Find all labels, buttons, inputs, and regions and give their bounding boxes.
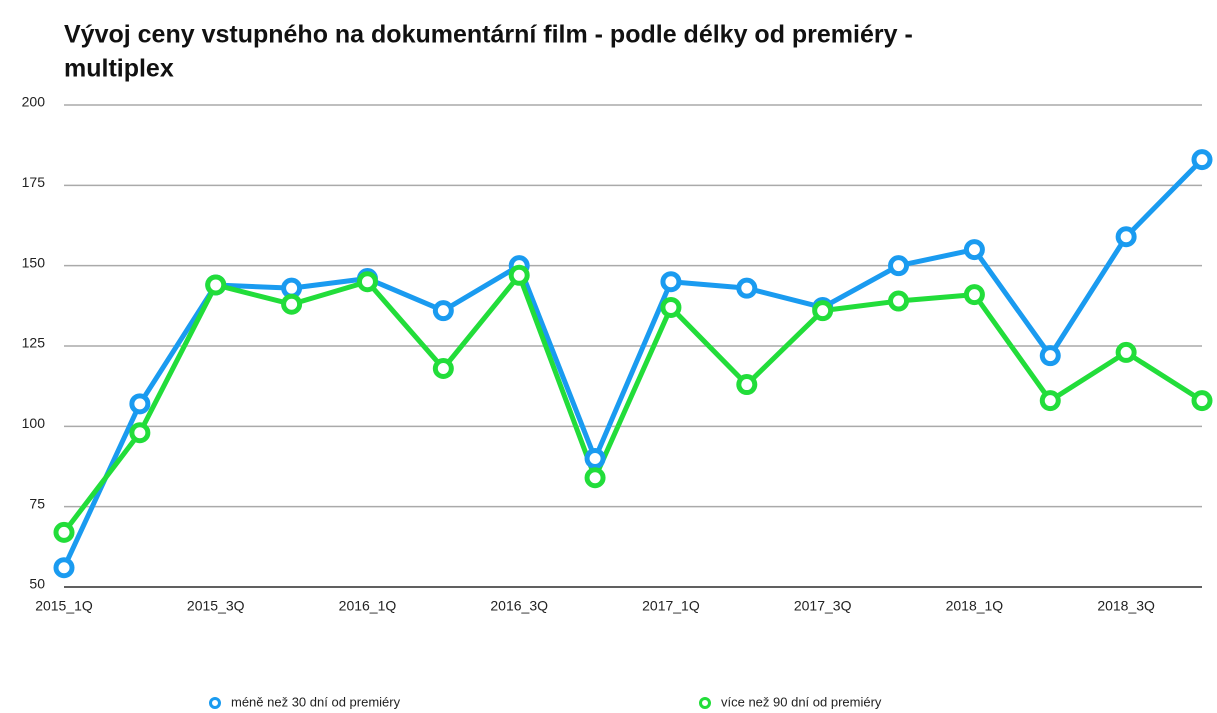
x-tick-label: 2016_3Q	[490, 598, 548, 614]
point	[1115, 226, 1137, 248]
point	[281, 293, 303, 315]
point	[129, 393, 151, 415]
y-tick-label: 200	[22, 94, 46, 110]
y-tick-label: 175	[22, 174, 46, 190]
legend-marker	[209, 697, 221, 709]
point	[963, 239, 985, 261]
legend-marker	[699, 697, 711, 709]
point	[432, 357, 454, 379]
y-tick-label: 50	[29, 576, 45, 592]
x-tick-label: 2017_1Q	[642, 598, 700, 614]
x-tick-label: 2017_3Q	[794, 598, 852, 614]
point	[53, 557, 75, 579]
chart-title: Vývoj ceny vstupného na dokumentární fil…	[64, 21, 913, 49]
legend-label: méně než 30 dní od premiéry	[231, 694, 401, 709]
point	[1039, 390, 1061, 412]
point	[1115, 341, 1137, 363]
point	[812, 300, 834, 322]
x-tick-label: 2018_3Q	[1097, 598, 1155, 614]
point	[432, 300, 454, 322]
point	[888, 290, 910, 312]
point	[129, 422, 151, 444]
point	[1039, 345, 1061, 367]
point	[584, 467, 606, 489]
point	[356, 271, 378, 293]
legend-label: více než 90 dní od premiéry	[721, 694, 882, 709]
x-tick-label: 2016_1Q	[339, 598, 397, 614]
point	[736, 277, 758, 299]
x-tick-label: 2015_1Q	[35, 598, 93, 614]
chart-title: multiplex	[64, 55, 174, 83]
series-line	[62, 272, 1204, 534]
y-tick-label: 75	[29, 495, 45, 511]
point	[508, 264, 530, 286]
point	[584, 447, 606, 469]
point	[1191, 149, 1213, 171]
point	[888, 255, 910, 277]
y-tick-label: 125	[22, 335, 46, 351]
x-tick-label: 2018_1Q	[946, 598, 1004, 614]
y-tick-label: 100	[22, 415, 46, 431]
point	[1191, 390, 1213, 412]
point	[53, 521, 75, 543]
point	[660, 271, 682, 293]
x-tick-label: 2015_3Q	[187, 598, 245, 614]
point	[736, 374, 758, 396]
point	[963, 284, 985, 306]
y-tick-label: 150	[22, 254, 46, 270]
series-line	[61, 157, 1204, 569]
point	[660, 296, 682, 318]
point	[205, 274, 227, 296]
